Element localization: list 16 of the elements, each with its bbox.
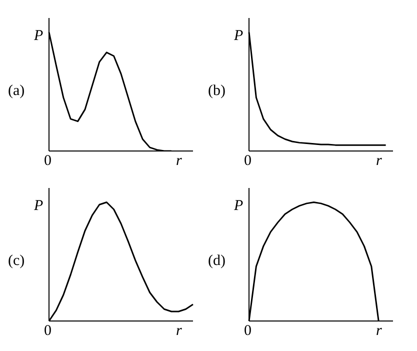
x-axis-title: r: [376, 153, 382, 170]
text: 0: [44, 153, 52, 170]
text: 0: [244, 153, 252, 170]
text: (d): [208, 253, 226, 270]
x-axis-title: r: [376, 323, 382, 340]
text: 0: [244, 323, 252, 340]
text: 0: [44, 323, 52, 340]
y-axis-title: P: [234, 28, 244, 45]
text: (c): [8, 253, 25, 270]
x-axis-title: r: [176, 153, 182, 170]
text: (a): [8, 83, 25, 100]
x-axis-title: r: [176, 323, 182, 340]
y-axis-title: P: [34, 28, 44, 45]
y-axis-title: P: [234, 198, 244, 215]
text: (b): [208, 83, 226, 100]
y-axis-title: P: [34, 198, 44, 215]
